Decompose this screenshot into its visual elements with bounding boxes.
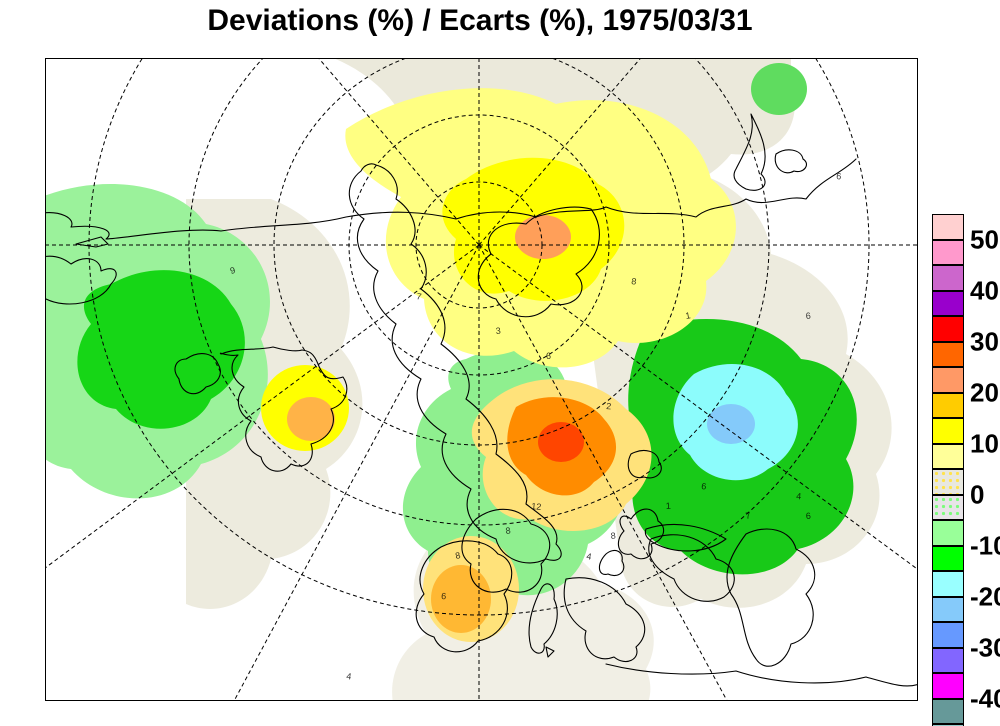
svg-text:6: 6 [805,311,811,321]
svg-text:4: 4 [346,671,352,682]
svg-text:6: 6 [441,591,447,601]
svg-text:4: 4 [796,491,802,501]
svg-text:6: 6 [806,511,812,521]
svg-text:12: 12 [531,501,542,512]
svg-text:7: 7 [416,291,423,302]
svg-text:4: 4 [586,551,593,562]
svg-text:2: 2 [606,401,612,411]
svg-text:6: 6 [546,351,551,361]
svg-text:3: 3 [495,326,501,336]
svg-text:6: 6 [836,171,842,181]
svg-text:8: 8 [610,531,616,541]
svg-text:1: 1 [665,501,671,511]
